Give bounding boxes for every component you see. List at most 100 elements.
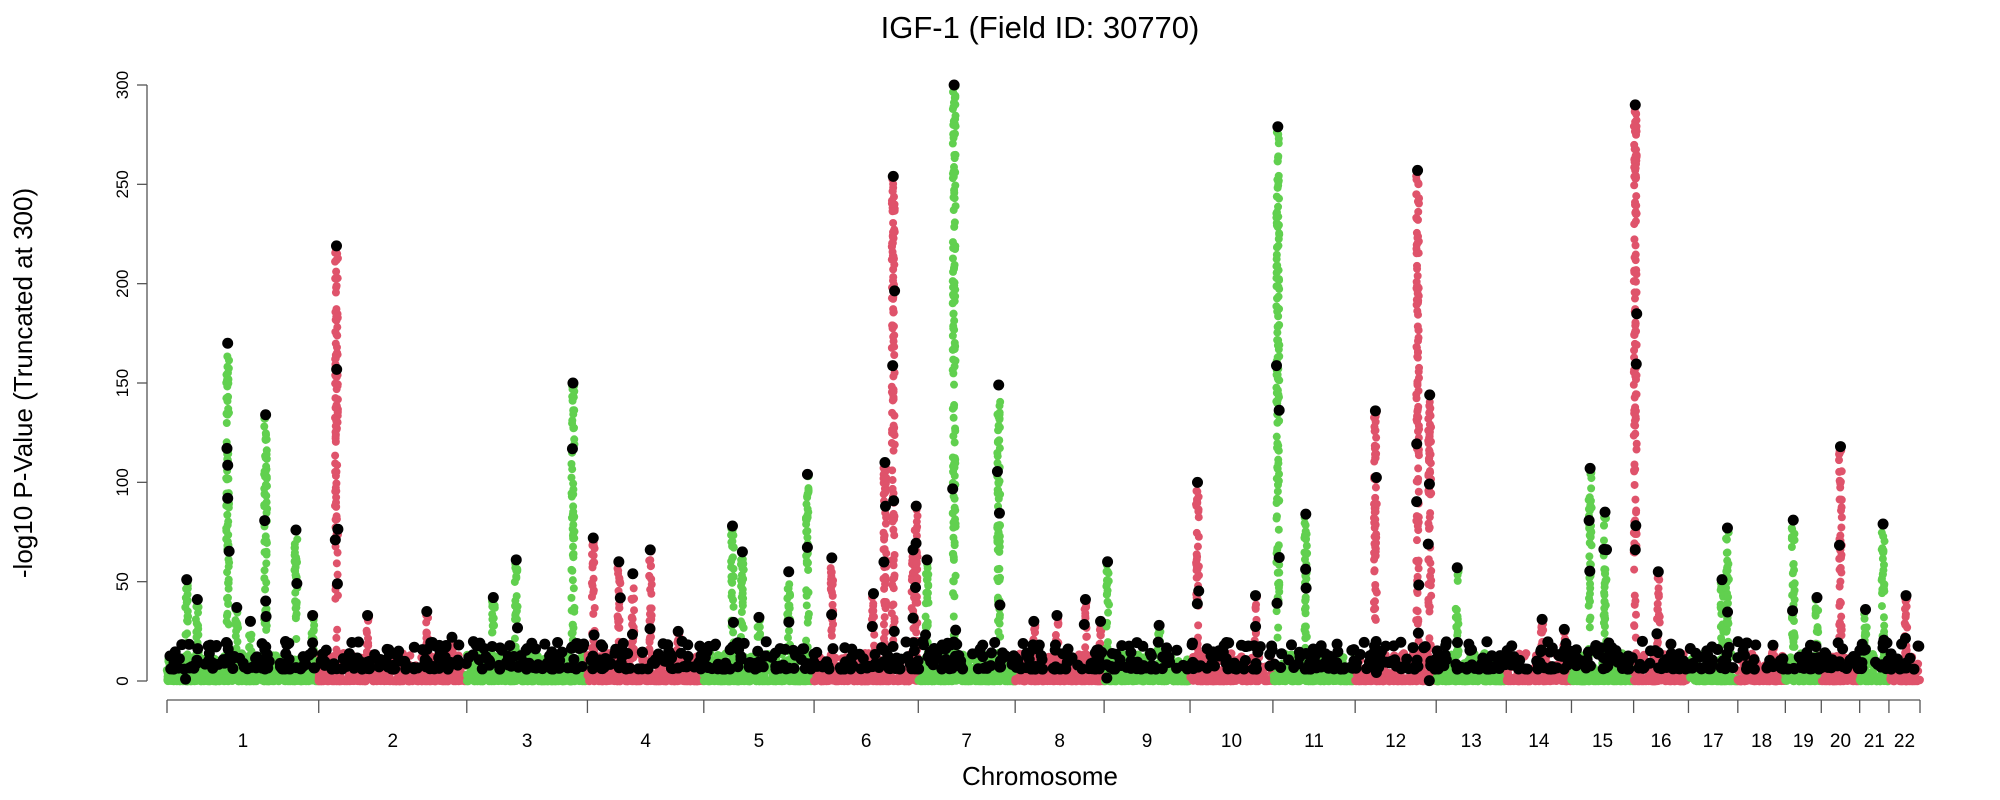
snp-point: [506, 675, 515, 685]
snp-point: [224, 409, 233, 418]
snp-point: [713, 675, 723, 685]
snp-point: [1609, 675, 1619, 685]
snp-point: [462, 670, 472, 680]
x-tick-label: 4: [640, 731, 651, 752]
snp-point: [404, 676, 414, 686]
snp-point: [431, 676, 440, 686]
x-tick-label: 8: [1054, 731, 1065, 752]
snp-point: [333, 570, 342, 579]
snp-point: [331, 483, 340, 492]
snp-point: [260, 566, 269, 575]
snp-point: [1204, 674, 1214, 684]
snp-point: [630, 674, 640, 684]
snp-point: [818, 676, 828, 686]
snp-point: [543, 676, 553, 686]
snp-point: [247, 676, 256, 685]
x-tick-label: 3: [522, 731, 533, 752]
snp-point: [331, 274, 340, 283]
snp-point: [222, 674, 231, 683]
snp-point: [1757, 672, 1766, 681]
snp-point: [260, 422, 269, 431]
data-points: [162, 82, 1924, 686]
snp-point: [222, 524, 231, 533]
snp-point: [916, 676, 925, 686]
snp-point: [840, 676, 849, 686]
snp-point: [223, 510, 232, 519]
snp-point: [1504, 676, 1514, 686]
y-tick-label: 50: [113, 572, 132, 591]
snp-point: [262, 538, 271, 547]
snp-point: [320, 675, 330, 684]
y-tick-label: 200: [113, 269, 132, 297]
snp-point: [1473, 676, 1483, 686]
snp-point: [1397, 676, 1407, 686]
snp-point: [292, 600, 301, 609]
x-tick-label: 17: [1703, 731, 1724, 752]
snp-point: [414, 676, 424, 685]
snp-point: [200, 667, 210, 677]
snp-point: [192, 673, 201, 682]
snp-point: [271, 651, 281, 660]
x-tick-label: 15: [1592, 731, 1613, 752]
snp-point: [1831, 676, 1840, 686]
snp-point: [609, 676, 619, 686]
chart-title: IGF-1 (Field ID: 30770): [881, 10, 1200, 45]
snp-point: [380, 675, 390, 685]
snp-point: [1218, 676, 1227, 685]
snp-point: [331, 451, 340, 460]
snp-point: [796, 676, 805, 686]
snp-point: [983, 676, 993, 686]
snp-point: [973, 675, 983, 685]
snp-point: [223, 362, 232, 371]
snp-point: [850, 676, 860, 685]
snp-point: [360, 676, 369, 686]
snp-point: [224, 392, 233, 401]
snp-point: [1280, 676, 1290, 686]
snp-point: [172, 676, 182, 686]
y-tick-label: 150: [113, 369, 132, 397]
snp-point: [1340, 676, 1350, 686]
snp-point: [893, 676, 903, 686]
x-tick-label: 2: [387, 731, 398, 752]
x-axis: 1 2 3 4 5 6 7 8 9 10 11 12 13 14 15 16 17 18 19 20 21 22: [166, 699, 1921, 752]
snp-point: [1512, 676, 1522, 685]
snp-point: [224, 584, 233, 593]
snp-point: [262, 559, 271, 568]
snp-point: [260, 548, 269, 557]
snp-point: [1598, 676, 1608, 686]
snp-point: [224, 620, 233, 629]
snp-point: [1550, 675, 1560, 685]
snp-point: [1495, 676, 1504, 686]
snp-point: [1030, 676, 1039, 686]
snp-point: [224, 599, 233, 608]
x-tick-label: 5: [754, 731, 765, 752]
snp-point: [370, 675, 380, 684]
snp-point: [1736, 676, 1746, 686]
snp-point: [857, 676, 867, 686]
x-tick-label: 21: [1864, 731, 1885, 752]
snp-point: [482, 674, 491, 683]
snp-point: [1665, 676, 1674, 686]
x-tick-label: 19: [1793, 731, 1814, 752]
snp-point: [183, 607, 192, 616]
snp-point: [1434, 674, 1444, 684]
snp-point: [222, 378, 231, 387]
snp-point: [349, 676, 359, 686]
snp-point: [929, 676, 938, 685]
snp-point: [1271, 676, 1280, 686]
snp-point: [291, 571, 300, 580]
snp-point: [261, 429, 270, 438]
snp-point: [1843, 675, 1852, 685]
snp-point: [260, 467, 269, 476]
snp-point: [224, 575, 233, 584]
snp-point: [900, 676, 909, 686]
snp-point: [1646, 675, 1655, 685]
snp-point: [233, 637, 242, 646]
snp-point: [387, 676, 397, 685]
snp-point: [214, 676, 224, 686]
x-tick-label: 18: [1751, 731, 1772, 752]
x-tick-label: 20: [1830, 731, 1851, 752]
snp-point: [333, 625, 342, 634]
snp-point: [290, 673, 299, 682]
